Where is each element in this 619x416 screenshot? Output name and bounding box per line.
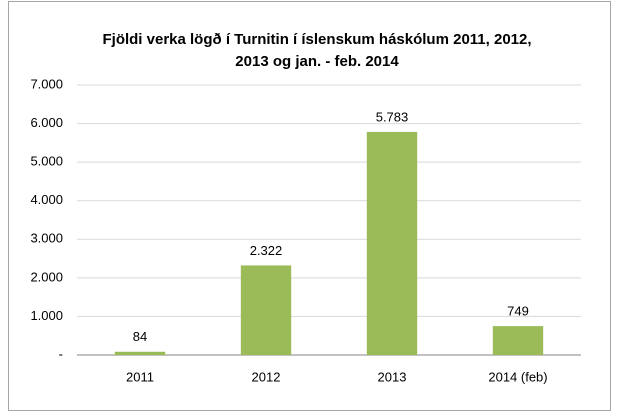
y-tick-label: 3.000 xyxy=(30,231,63,246)
y-tick-label: 4.000 xyxy=(30,192,63,207)
bar xyxy=(240,265,292,355)
bar xyxy=(114,351,166,355)
y-tick-label: - xyxy=(59,346,63,361)
data-label: 84 xyxy=(133,329,147,344)
y-tick-label: 7.000 xyxy=(30,76,63,91)
chart-title: Fjöldi verka lögð í Turnitin í íslenskum… xyxy=(102,31,531,48)
chart-title: 2013 og jan. - feb. 2014 xyxy=(235,53,399,70)
x-tick-label: 2014 (feb) xyxy=(488,369,547,384)
bar xyxy=(366,131,418,355)
y-tick-label: 6.000 xyxy=(30,115,63,130)
x-tick-label: 2012 xyxy=(252,369,281,384)
y-tick-label: 5.000 xyxy=(30,154,63,169)
y-tick-label: 2.000 xyxy=(30,269,63,284)
data-label: 2.322 xyxy=(250,243,283,258)
x-tick-label: 2013 xyxy=(378,369,407,384)
y-tick-label: 1.000 xyxy=(30,308,63,323)
bar xyxy=(492,326,544,355)
data-label: 5.783 xyxy=(376,109,409,124)
x-tick-label: 2011 xyxy=(126,369,154,384)
data-label: 749 xyxy=(507,304,529,319)
